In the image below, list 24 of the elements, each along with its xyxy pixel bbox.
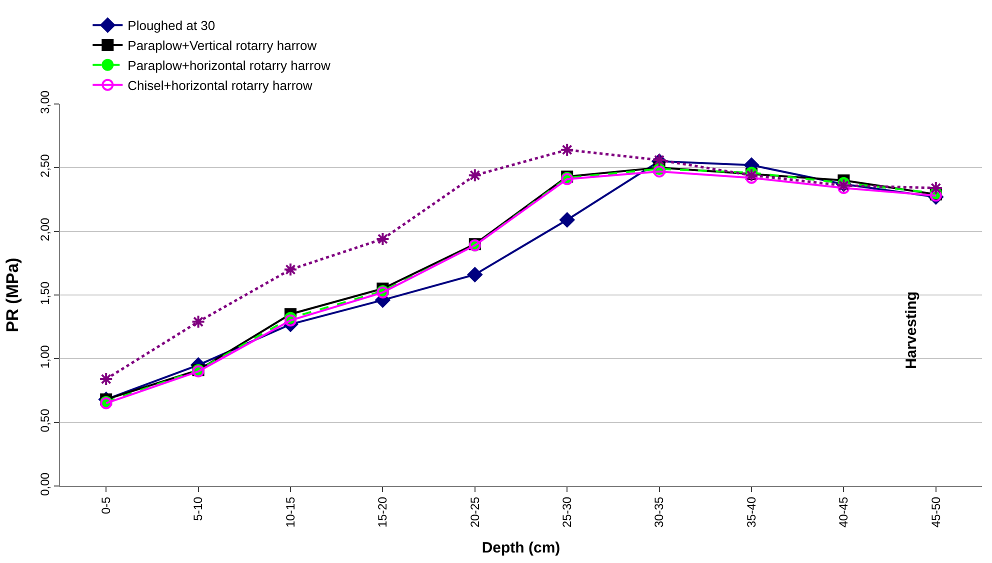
x-tick-label: 30-35: [652, 496, 666, 528]
legend-label: Ploughed at 30: [128, 18, 216, 34]
x-tick-label: 10-15: [283, 496, 298, 528]
y-axis-title: PR (MPa): [2, 258, 22, 332]
y-tick-label: 1,50: [38, 281, 52, 305]
legend-label: Chisel+horizontal rotarry harrow: [128, 78, 313, 93]
y-tick-label: 1,00: [38, 344, 52, 369]
y-tick-label: 0,50: [38, 408, 52, 432]
x-tick-label: 45-50: [928, 496, 943, 528]
annotation: Harvesting: [903, 291, 920, 369]
x-tick-label: 0-5: [99, 496, 113, 514]
x-tick-label: 5-10: [191, 496, 206, 521]
x-tick-label: 35-40: [744, 496, 758, 528]
y-tick-label: 2,00: [38, 218, 52, 242]
legend-label: Paraplow+Vertical rotarry harrow: [128, 38, 318, 54]
x-axis-title: Depth (cm): [482, 540, 560, 557]
legend-label: Paraplow+horizontal rotarry harrow: [128, 58, 331, 73]
y-tick-label: 2,50: [38, 154, 52, 178]
y-tick-label: 3,00: [38, 90, 52, 114]
x-tick-label: 25-30: [560, 496, 574, 528]
x-tick-label: 20-25: [468, 496, 482, 528]
x-tick-label: 40-45: [836, 496, 851, 528]
y-tick-label: 0,00: [38, 472, 52, 496]
x-tick-label: 15-20: [376, 496, 390, 528]
